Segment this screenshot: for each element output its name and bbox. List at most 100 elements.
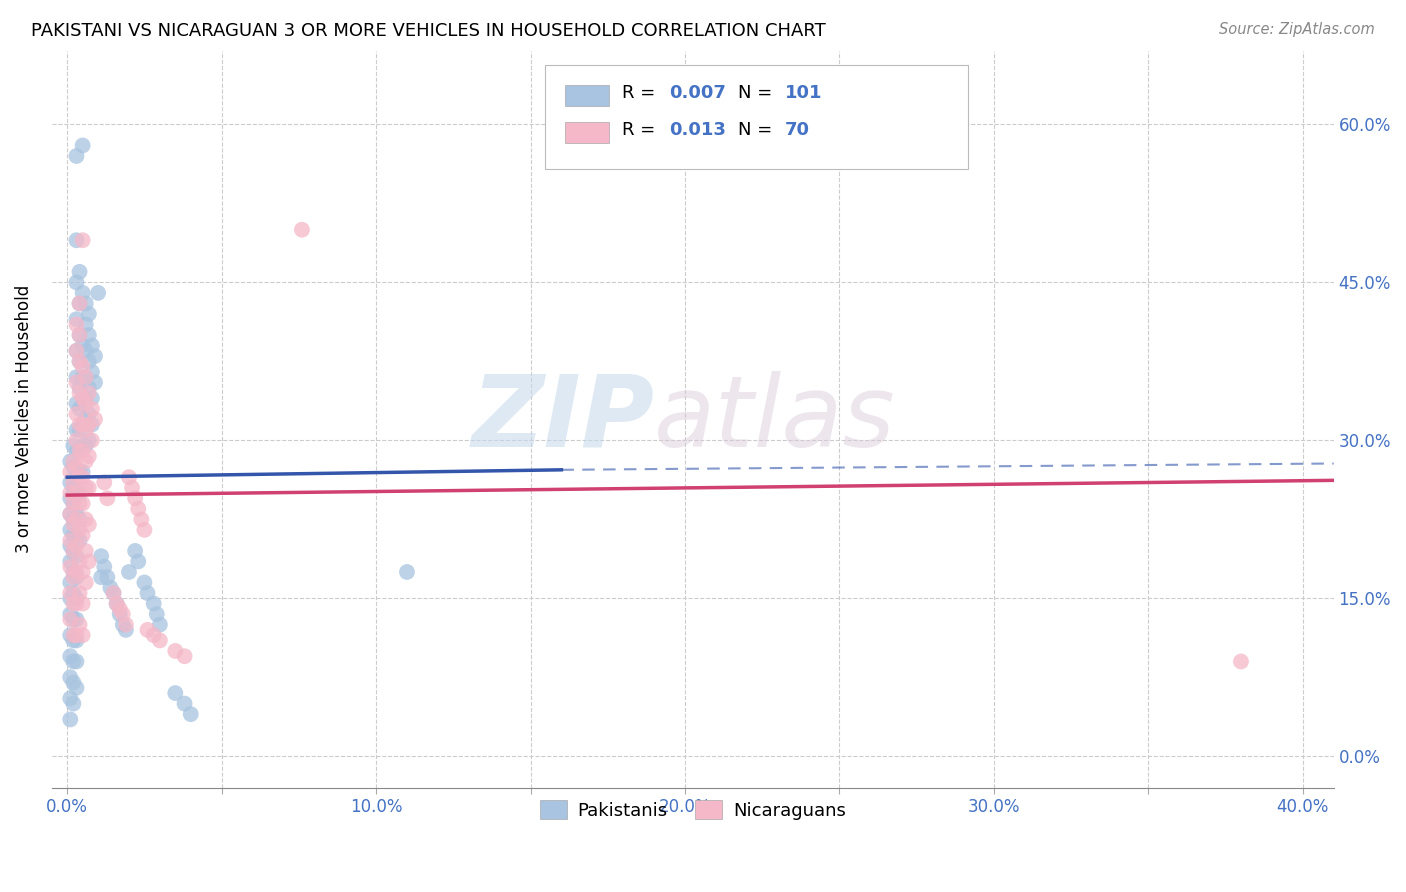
Point (62, 586, 84, 600)
Point (134, 575, 156, 590)
Point (72, 565, 94, 579)
Text: 0.007: 0.007 (669, 84, 727, 102)
Point (75, 439, 97, 453)
Text: R =: R = (623, 120, 661, 138)
Point (59, 628, 82, 642)
Point (65, 597, 87, 611)
Point (65, 312, 87, 326)
Y-axis label: 3 or more Vehicles in Household: 3 or more Vehicles in Household (15, 285, 32, 553)
Point (69, 328, 91, 343)
Point (65, 343, 87, 358)
Point (77, 517, 100, 532)
Point (65, 512, 87, 526)
Point (77, 449, 100, 463)
Point (65, 233, 87, 247)
Point (80, 401, 103, 416)
Point (69, 381, 91, 395)
Text: ZIP: ZIP (471, 371, 654, 467)
Point (65, 396, 87, 410)
Point (118, 565, 141, 579)
Point (75, 343, 97, 358)
Point (65, 507, 87, 521)
Point (69, 443, 91, 458)
Point (62, 633, 84, 648)
Point (96, 570, 118, 584)
Point (59, 586, 82, 600)
Point (90, 570, 112, 584)
Point (149, 617, 172, 632)
Point (69, 486, 91, 500)
Point (59, 607, 82, 621)
Point (134, 523, 156, 537)
Point (62, 675, 84, 690)
Text: PAKISTANI VS NICARAGUAN 3 OR MORE VEHICLES IN HOUSEHOLD CORRELATION CHART: PAKISTANI VS NICARAGUAN 3 OR MORE VEHICL… (31, 22, 825, 40)
Point (59, 523, 82, 537)
Point (127, 501, 149, 516)
Point (69, 465, 91, 479)
Point (72, 628, 94, 642)
Point (75, 391, 97, 405)
Point (72, 443, 94, 458)
Point (62, 597, 84, 611)
Point (77, 434, 100, 448)
Point (72, 597, 94, 611)
Text: atlas: atlas (654, 371, 896, 467)
Point (69, 386, 91, 401)
Point (59, 486, 82, 500)
Point (75, 296, 97, 310)
Point (75, 423, 97, 437)
Point (59, 475, 82, 490)
Point (59, 539, 82, 553)
Point (136, 623, 159, 637)
Point (72, 233, 94, 247)
Point (72, 496, 94, 510)
Point (77, 328, 100, 343)
Point (80, 417, 103, 432)
Point (62, 481, 84, 495)
Point (65, 370, 87, 384)
Point (105, 597, 128, 611)
Point (142, 597, 165, 611)
Point (69, 523, 91, 537)
Point (80, 338, 103, 352)
Point (77, 407, 100, 421)
Point (108, 602, 131, 616)
Point (59, 691, 82, 706)
Point (72, 391, 94, 405)
Point (59, 554, 82, 568)
Point (72, 439, 94, 453)
Point (65, 539, 87, 553)
Point (93, 559, 115, 574)
Point (65, 681, 87, 695)
Point (62, 439, 84, 453)
Point (69, 296, 91, 310)
Point (395, 565, 418, 579)
Point (149, 633, 172, 648)
Point (59, 507, 82, 521)
Point (108, 607, 131, 621)
Point (62, 628, 84, 642)
Point (65, 376, 87, 390)
Text: N =: N = (738, 84, 778, 102)
Point (180, 707, 202, 722)
Point (65, 423, 87, 437)
Point (72, 528, 94, 542)
Point (72, 359, 94, 374)
Point (69, 496, 91, 510)
Point (93, 475, 115, 490)
Point (65, 633, 87, 648)
Point (118, 470, 141, 484)
Point (62, 697, 84, 711)
Point (90, 549, 112, 564)
Point (65, 459, 87, 474)
Point (59, 649, 82, 664)
Point (115, 623, 138, 637)
Point (69, 354, 91, 368)
Point (62, 612, 84, 626)
Point (65, 343, 87, 358)
Point (65, 486, 87, 500)
Point (72, 417, 94, 432)
Point (69, 423, 91, 437)
Point (65, 570, 87, 584)
Point (142, 628, 165, 642)
